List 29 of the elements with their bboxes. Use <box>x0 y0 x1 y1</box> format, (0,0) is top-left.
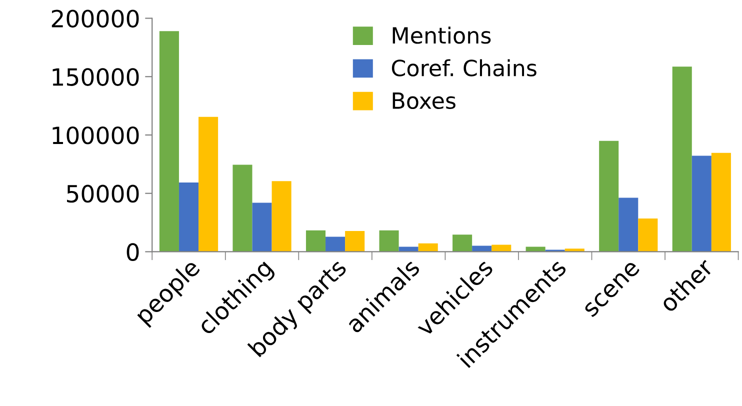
y-tick-label: 150000 <box>52 68 139 86</box>
bar <box>306 230 326 252</box>
bar <box>638 218 658 252</box>
bar <box>379 230 399 252</box>
legend-label: Coref. Chains <box>392 59 536 76</box>
bar <box>711 152 731 252</box>
bar <box>692 156 712 252</box>
y-tick-label: 100000 <box>52 126 139 144</box>
bar <box>232 164 252 252</box>
bar <box>272 181 292 252</box>
bar <box>618 198 638 252</box>
bar <box>398 246 418 252</box>
bar <box>492 244 512 252</box>
bar <box>418 243 438 252</box>
bar <box>159 31 179 252</box>
bar <box>345 231 365 252</box>
bar <box>526 246 546 252</box>
bar <box>252 202 272 252</box>
legend-label: Boxes <box>392 92 456 110</box>
bar <box>326 236 346 252</box>
bar <box>178 182 199 252</box>
y-tick-label: 200000 <box>52 10 139 28</box>
y-tick-label: 50000 <box>67 184 139 203</box>
bar <box>452 234 472 252</box>
y-tick-label: 0 <box>126 243 139 262</box>
legend-label: Mentions <box>392 26 491 44</box>
bar <box>198 116 218 252</box>
bar <box>672 66 692 252</box>
bar <box>599 140 619 252</box>
